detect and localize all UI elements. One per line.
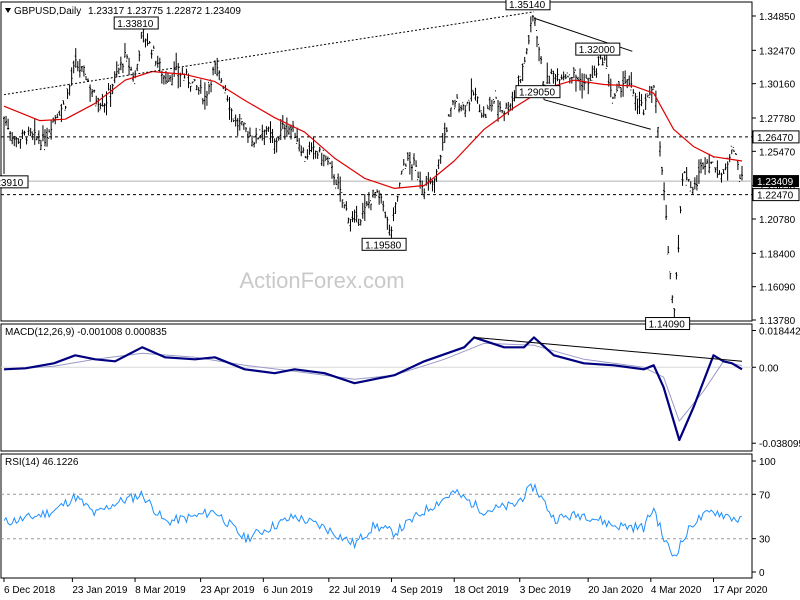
price-axis-label: 1.16090 <box>759 283 796 294</box>
price-label-text: 1.35140 <box>509 0 546 11</box>
axes: 1.34850 1.32470 1.30160 1.27780 1.25470 1.230… <box>3 12 800 596</box>
moving-average-line <box>3 70 743 189</box>
price-label-box <box>113 16 159 30</box>
current-price-box <box>753 175 799 188</box>
macd-signal-line <box>3 342 743 422</box>
time-axis-label: 6 Jun 2019 <box>263 585 313 596</box>
time-axis-label: 3 Dec 2019 <box>520 585 572 596</box>
price-panel-frame <box>0 1 753 322</box>
price-label-text: 1.23910 <box>0 178 24 189</box>
rsi-panel: RSI(14) 46.1226 <box>1 457 752 557</box>
macd-axis-label: 0.00 <box>759 363 779 374</box>
price-label-box <box>645 317 691 331</box>
price-label-box <box>575 42 621 56</box>
price-axis-label: 1.30160 <box>759 80 796 91</box>
macd-axis-label: -0.038095 <box>759 439 800 450</box>
macd-title: MACD(12,26,9) -0.001008 0.000835 <box>5 327 167 338</box>
time-axis-label: 17 Apr 2020 <box>714 585 768 596</box>
time-axis-label: 4 Sep 2019 <box>392 585 444 596</box>
price-axis-label: 1.20780 <box>759 215 796 226</box>
price-label-text: 1.14090 <box>649 320 686 331</box>
level-price-box <box>752 130 800 144</box>
time-axis-label: 6 Dec 2018 <box>4 585 56 596</box>
time-axis-label: 22 Jul 2019 <box>329 585 381 596</box>
price-panel: 1.33810 1.35140 1.32000 1.29050 1.19580 1.140… <box>0 0 752 331</box>
level-price-label: 1.22470 <box>757 191 794 202</box>
macd-main-line <box>3 336 743 442</box>
time-axis-label: 18 Oct 2019 <box>454 585 509 596</box>
watermark: ActionForex.com <box>239 268 404 293</box>
price-axis-label: 1.13780 <box>759 316 796 327</box>
price-label-text: 1.29050 <box>519 88 556 99</box>
price-axis-label: 1.27780 <box>759 114 796 125</box>
macd-trendline <box>474 336 743 362</box>
macd-panel-frame <box>0 323 753 452</box>
current-price-label: 1.23409 <box>757 177 794 188</box>
rsi-panel-frame <box>0 453 753 579</box>
price-axis-label: 1.23090 <box>759 182 796 193</box>
rsi-title: RSI(14) 46.1226 <box>5 457 79 468</box>
ohlc-readout: 1.23317 1.23775 1.22872 1.23409 <box>88 6 241 17</box>
price-label-text: 1.19580 <box>365 240 402 251</box>
rsi-axis-label: 100 <box>759 457 776 468</box>
macd-panel: MACD(12,26,9) -0.001008 0.000835 <box>1 327 752 442</box>
price-trendline <box>3 11 535 96</box>
price-axis-label: 1.25470 <box>759 147 796 158</box>
price-label-box <box>505 0 551 11</box>
price-axis-label: 1.32470 <box>759 46 796 57</box>
price-label-text: 1.33810 <box>117 19 154 30</box>
time-axis-label: 23 Jan 2019 <box>72 585 127 596</box>
price-label-box <box>0 175 29 189</box>
price-label-box <box>515 85 561 99</box>
macd-axis-label: 0.018442 <box>759 326 800 337</box>
time-axis-label: 4 Mar 2020 <box>651 585 702 596</box>
price-label-box <box>361 237 407 251</box>
symbol-label: GBPUSD,Daily <box>14 6 81 17</box>
price-trendline <box>543 99 651 130</box>
level-price-label: 1.26470 <box>757 133 794 144</box>
rsi-axis-label: 70 <box>759 490 771 501</box>
chart-header: GBPUSD,Daily 1.23317 1.23775 1.22872 1.2… <box>5 6 241 17</box>
price-axis-label: 1.18400 <box>759 249 796 260</box>
time-axis-label: 8 Mar 2019 <box>135 585 186 596</box>
rsi-axis-label: 30 <box>759 535 771 546</box>
level-price-box <box>752 188 800 202</box>
time-axis-label: 20 Jan 2020 <box>588 585 643 596</box>
rsi-line <box>3 482 743 557</box>
price-axis-label: 1.34850 <box>759 12 796 23</box>
price-label-text: 1.32000 <box>579 45 616 56</box>
rsi-axis-label: 0 <box>759 568 765 579</box>
dropdown-triangle-icon <box>5 8 11 13</box>
time-axis-label: 23 Apr 2019 <box>201 585 255 596</box>
